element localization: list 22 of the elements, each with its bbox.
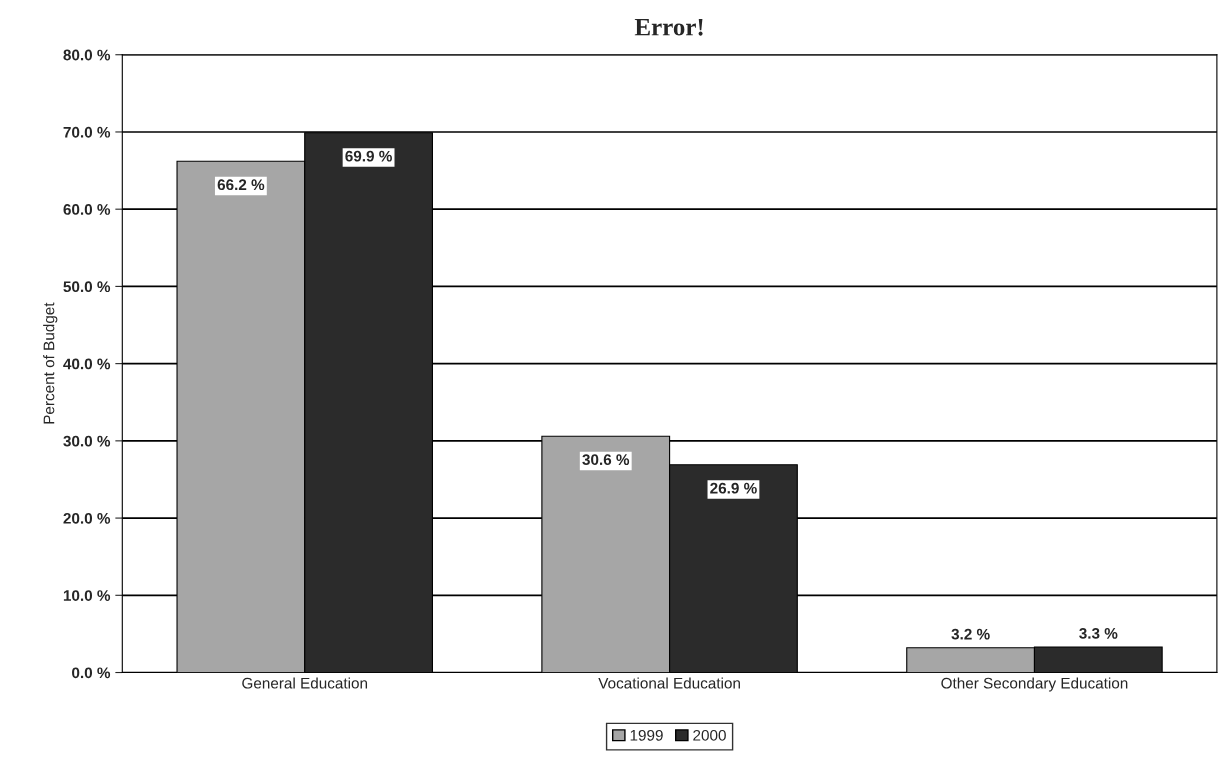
x-tick-label: Other Secondary Education xyxy=(941,677,1128,692)
x-tick-label: General Education xyxy=(242,677,368,689)
data-label: 3.2 % xyxy=(951,628,990,640)
y-tick-label: 10.0 % xyxy=(63,590,111,601)
x-tick-label: Vocational Education xyxy=(598,677,740,689)
legend-label: 2000 xyxy=(693,729,726,741)
y-tick-label: 30.0 % xyxy=(63,435,111,447)
chart-title: Error! xyxy=(634,18,703,36)
y-tick-label: 80.0 % xyxy=(63,49,111,61)
data-label: 3.3 % xyxy=(1079,627,1118,639)
y-tick-label: 70.0 % xyxy=(63,126,111,138)
y-tick-label: 20.0 % xyxy=(63,512,111,524)
legend-label: 1999 xyxy=(630,729,663,741)
y-axis-title: Percent of Budget xyxy=(43,302,58,424)
data-label: 69.9 % xyxy=(345,150,392,162)
y-tick-label: 60.0 % xyxy=(63,204,111,215)
data-label: 26.9 % xyxy=(710,482,757,494)
y-tick-label: 0.0 % xyxy=(72,667,111,679)
y-tick-label: 50.0 % xyxy=(63,281,111,293)
y-tick-label: 40.0 % xyxy=(63,358,111,370)
data-label: 66.2 % xyxy=(217,179,265,191)
data-label: 30.6 % xyxy=(582,454,630,466)
